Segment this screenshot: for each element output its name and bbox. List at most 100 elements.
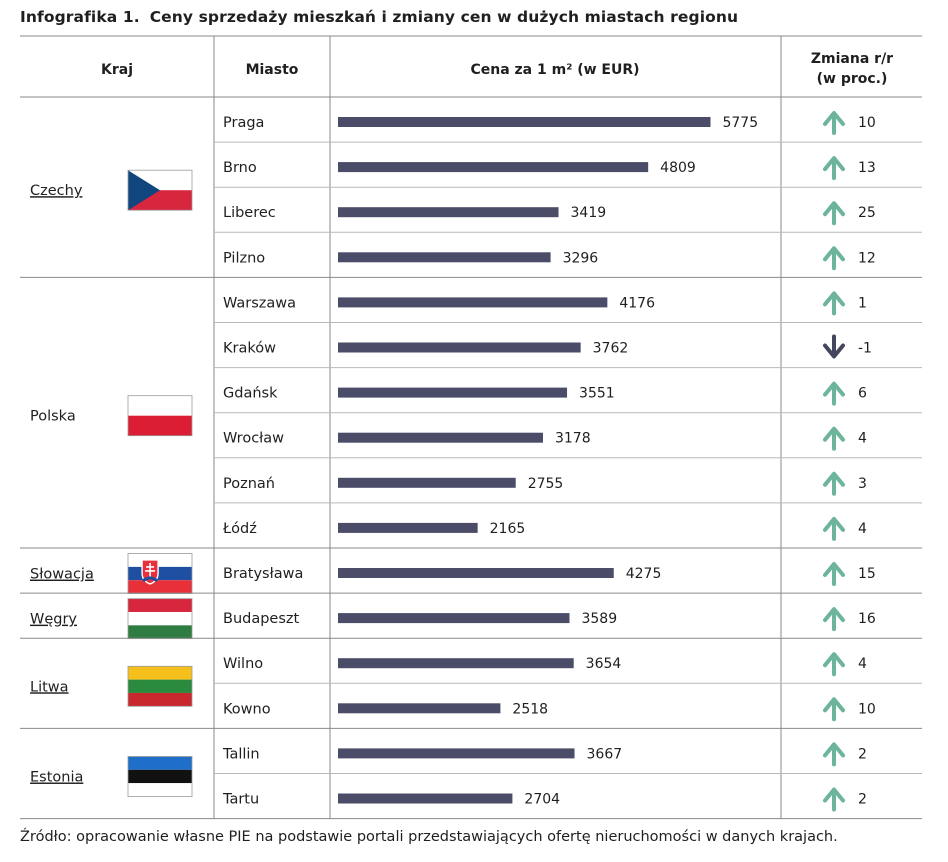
price-value: 4176 — [619, 295, 655, 311]
arrow-up-icon — [823, 652, 845, 677]
price-bar — [338, 703, 501, 714]
poland-flag — [127, 395, 193, 437]
price-value: 3178 — [555, 431, 591, 447]
change-value: 13 — [858, 160, 876, 176]
price-value: 3296 — [563, 250, 599, 266]
hungary-flag — [127, 598, 193, 640]
arrow-up-icon — [823, 246, 845, 271]
city-label: Tartu — [222, 792, 259, 808]
arrow-up-icon — [823, 201, 845, 226]
arrow-up-icon — [823, 291, 845, 316]
arrow-up-icon — [823, 381, 845, 406]
price-bar — [338, 297, 608, 308]
arrow-up-icon — [823, 516, 845, 541]
price-value: 3589 — [581, 611, 617, 627]
change-value: -1 — [858, 341, 872, 357]
change-value: 12 — [858, 250, 876, 266]
title-label: Infografika 1. — [20, 8, 140, 26]
price-bar — [338, 252, 551, 263]
city-label: Kowno — [223, 701, 271, 717]
price-bar — [338, 748, 575, 759]
price-bar — [338, 658, 574, 669]
slovakia-flag — [127, 553, 193, 594]
country-label: Słowacja — [30, 567, 94, 583]
change-value: 16 — [858, 611, 876, 627]
price-value: 4809 — [660, 160, 696, 176]
country-label: Węgry — [30, 612, 77, 628]
city-label: Kraków — [223, 341, 276, 357]
price-value: 3762 — [593, 341, 629, 357]
price-bar — [338, 162, 649, 173]
column-header-change-unit: (w proc.) — [817, 71, 888, 87]
arrow-up-icon — [823, 471, 845, 496]
price-value: 2704 — [524, 792, 560, 808]
czech-flag — [127, 169, 193, 211]
price-bar — [338, 387, 568, 398]
city-label: Warszawa — [223, 295, 296, 311]
city-label: Bratysława — [223, 566, 303, 582]
source-note: Źródło: opracowanie własne PIE na podsta… — [20, 829, 838, 845]
city-label: Budapeszt — [223, 611, 300, 627]
price-value: 2518 — [512, 701, 548, 717]
estonia-flag — [127, 756, 193, 797]
city-label: Pilzno — [223, 250, 265, 266]
city-label: Poznań — [223, 476, 275, 492]
change-value: 2 — [858, 746, 867, 762]
price-bar — [338, 613, 570, 624]
country-label: Litwa — [30, 679, 69, 695]
city-label: Brno — [223, 160, 257, 176]
arrow-up-icon — [823, 111, 845, 135]
title-text: Ceny sprzedaży mieszkań i zmiany cen w d… — [149, 8, 739, 26]
country-label: Estonia — [30, 770, 83, 786]
price-value: 4275 — [626, 566, 662, 582]
change-value: 4 — [858, 521, 867, 537]
change-value: 10 — [858, 701, 876, 717]
price-value: 5775 — [722, 115, 758, 131]
country-label: Polska — [30, 409, 76, 425]
arrow-up-icon — [823, 742, 845, 767]
price-bar — [338, 477, 516, 488]
price-bar — [338, 568, 614, 578]
city-label: Liberec — [223, 205, 276, 221]
price-value: 2165 — [490, 521, 526, 537]
price-bar — [338, 793, 513, 804]
change-value: 2 — [858, 792, 867, 808]
city-label: Gdańsk — [223, 386, 278, 402]
column-header-change: Zmiana r/r — [811, 51, 893, 67]
price-bar — [338, 432, 543, 443]
change-value: 15 — [858, 566, 876, 582]
price-bar — [338, 117, 711, 127]
infographic-title: Infografika 1. Ceny sprzedaży mieszkań i … — [20, 8, 738, 26]
arrow-up-icon — [823, 787, 845, 812]
change-value: 4 — [858, 431, 867, 447]
city-label: Wrocław — [223, 431, 284, 447]
price-value: 3419 — [571, 205, 607, 221]
arrow-up-icon — [823, 156, 845, 181]
country-label: Czechy — [30, 183, 83, 199]
city-label: Łódź — [222, 521, 257, 537]
arrow-down-icon — [823, 334, 845, 359]
price-value: 3551 — [579, 386, 615, 402]
price-value: 3667 — [587, 746, 623, 762]
change-value: 25 — [858, 205, 876, 221]
arrow-up-icon — [823, 697, 845, 722]
column-header-price: Cena za 1 m² (w EUR) — [470, 62, 639, 78]
city-label: Wilno — [223, 656, 263, 672]
price-bar — [338, 342, 581, 353]
price-bar — [338, 207, 559, 218]
column-header-country: Kraj — [101, 62, 133, 78]
change-value: 1 — [858, 295, 867, 311]
change-value: 10 — [858, 115, 876, 131]
column-header-city: Miasto — [246, 62, 299, 78]
city-label: Tallin — [222, 746, 260, 762]
change-value: 3 — [858, 476, 867, 492]
arrow-up-icon — [823, 607, 845, 632]
change-value: 4 — [858, 656, 867, 672]
price-value: 2755 — [528, 476, 564, 492]
arrow-up-icon — [823, 562, 845, 586]
price-value: 3654 — [586, 656, 622, 672]
price-bar — [338, 522, 478, 533]
city-label: Praga — [223, 115, 264, 131]
